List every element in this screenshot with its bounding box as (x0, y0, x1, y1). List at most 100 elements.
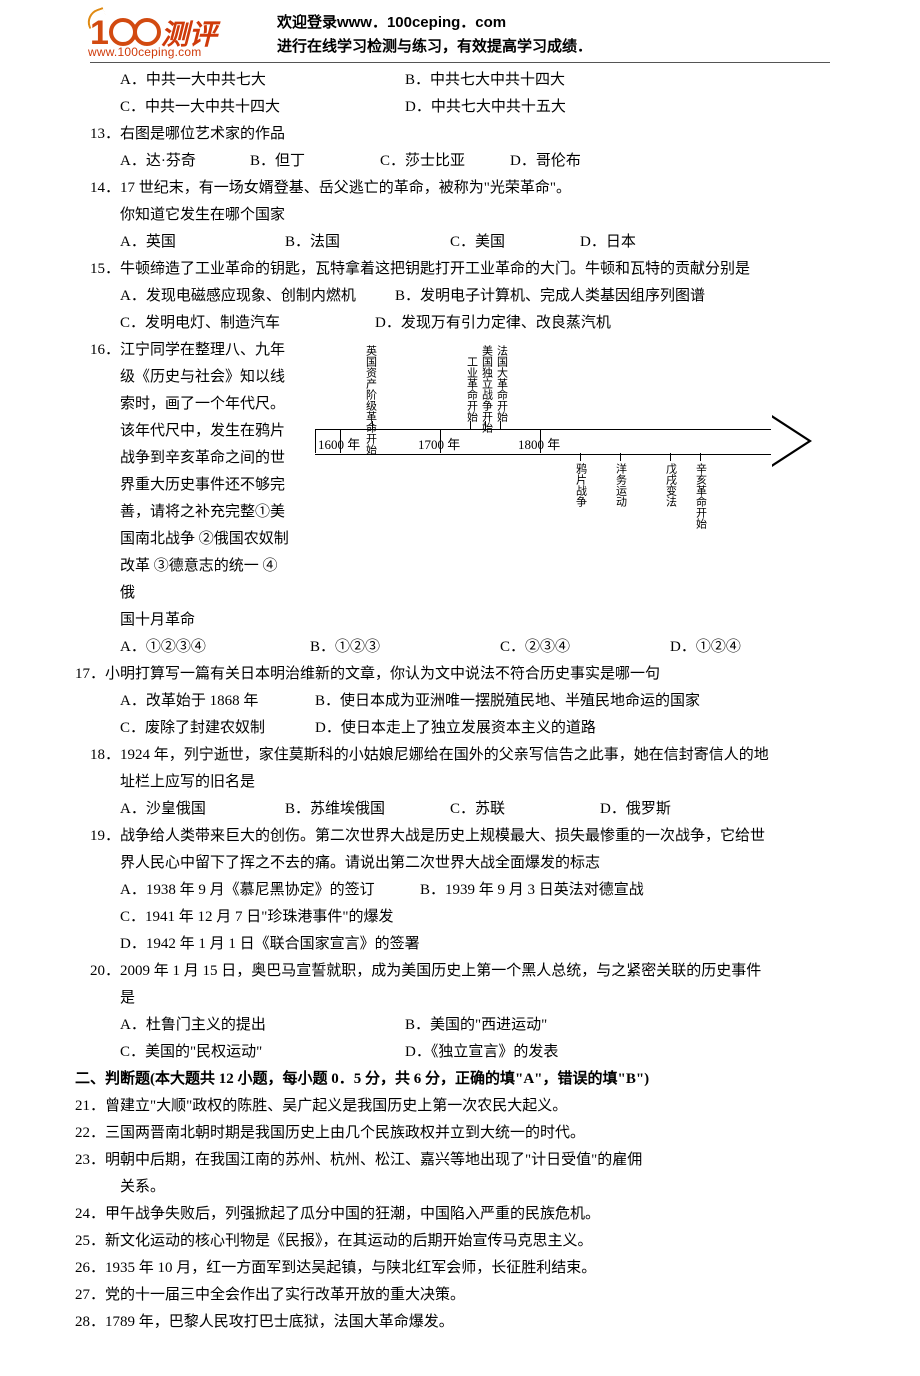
tl-tick-bot1 (580, 453, 581, 461)
brand-logo: 1 测评 www.100ceping.com (90, 10, 217, 60)
header-line1: 欢迎登录www．100ceping．com (277, 11, 592, 35)
q13-d: D．哥伦布 (510, 148, 581, 175)
q20-opts-r1: A．杜鲁门主义的提出 B．美国的"西进运动" (90, 1012, 830, 1039)
q19-d: D．1942 年 1 月 1 日《联合国家宣言》的签署 (90, 931, 830, 958)
q16-l10: 国十月革命 (90, 607, 290, 634)
q16-l9: 改革 ③德意志的统一 ④俄 (90, 553, 290, 607)
timeline-arrow-head-icon (772, 415, 812, 467)
tl-y1: 1600 年 (318, 433, 360, 456)
q27: 27．党的十一届三中全会作出了实行改革开放的重大决策。 (75, 1282, 830, 1309)
q24: 24．甲午战争失败后，列强掀起了瓜分中国的狂潮，中国陷入严重的民族危机。 (75, 1201, 830, 1228)
q20-opts-r2: C．美国的"民权运动" D．《独立宣言》的发表 (90, 1039, 830, 1066)
q20-a: A．杜鲁门主义的提出 (120, 1012, 405, 1039)
q13-a: A．达·芬奇 (120, 148, 250, 175)
q20-d: D．《独立宣言》的发表 (405, 1039, 558, 1066)
q15-a: A．发现电磁感应现象、创制内燃机 (120, 283, 395, 310)
tl-bot2: 洋务运动 (614, 463, 626, 507)
q17-c: C．废除了封建农奴制 (120, 715, 315, 742)
logo-url: www.100ceping.com (88, 42, 201, 64)
q15-opts-r2: C．发明电灯、制造汽车 D．发现万有引力定律、改良蒸汽机 (90, 310, 830, 337)
tl-tick-bot3 (670, 453, 671, 461)
q14-l2: 你知道它发生在哪个国家 (90, 202, 830, 229)
q26: 26．1935 年 10 月，红一方面军到达吴起镇，与陕北红军会师，长征胜利结束… (75, 1255, 830, 1282)
tl-y2: 1700 年 (418, 433, 460, 456)
header-slogan: 欢迎登录www．100ceping．com 进行在线学习检测与练习，有效提高学习… (277, 11, 592, 59)
q12-opt-d: D．中共七大中共十五大 (405, 94, 566, 121)
page-header: 1 测评 www.100ceping.com 欢迎登录www．100ceping… (90, 10, 830, 60)
q14-l1: 14．17 世纪末，有一场女婿登基、岳父逃亡的革命，被称为"光荣革命"。 (90, 175, 830, 202)
q13-c: C．莎士比亚 (380, 148, 510, 175)
q20-l2: 是 (90, 985, 830, 1012)
q18-l1: 18．1924 年，列宁逝世，家住莫斯科的小姑娘尼娜给在国外的父亲写信告之此事，… (90, 742, 830, 769)
q12-opt-a: A．中共一大中共七大 (120, 67, 405, 94)
q16-l2: 级《历史与社会》知以线 (90, 364, 290, 391)
q15-b: B．发明电子计算机、完成人类基因组序列图谱 (395, 283, 705, 310)
q12-opts-row1: A．中共一大中共七大 B．中共七大中共十四大 (90, 67, 830, 94)
q18-a: A．沙皇俄国 (120, 796, 285, 823)
q16-l8: 国南北战争 ②俄国农奴制 (90, 526, 290, 553)
q15-c: C．发明电灯、制造汽车 (120, 310, 375, 337)
header-line2: 进行在线学习检测与练习，有效提高学习成绩． (277, 35, 592, 59)
q25: 25．新文化运动的核心刊物是《民报》，在其运动的后期开始宣传马克思主义。 (75, 1228, 830, 1255)
q16-block: 16．江宁同学在整理八、九年 级《历史与社会》知以线 索时，画了一个年代尺。 该… (90, 337, 830, 634)
q19-l1: 19．战争给人类带来巨大的创伤。第二次世界大战是历史上规模最大、损失最惨重的一次… (90, 823, 830, 850)
q14-b: B．法国 (285, 229, 450, 256)
q14-d: D．日本 (580, 229, 636, 256)
q23a: 23．明朝中后期，在我国江南的苏州、杭州、松江、嘉兴等地出现了"计日受值"的雇佣 (75, 1147, 830, 1174)
tl-top2: 工业革命开始 (465, 356, 477, 422)
tl-tick-bot4 (700, 453, 701, 461)
q19-b: B．1939 年 9 月 3 日英法对德宣战 (420, 877, 644, 904)
q17-a: A．改革始于 1868 年 (120, 688, 315, 715)
q12-opts-row2: C．中共一大中共十四大 D．中共七大中共十五大 (90, 94, 830, 121)
q20-c: C．美国的"民权运动" (120, 1039, 405, 1066)
tl-top1: 英国资产阶级革命开始 (364, 345, 376, 455)
q19-l2: 界人民心中留下了挥之不去的痛。请说出第二次世界大战全面爆发的标志 (90, 850, 830, 877)
timeline-diagram: 英国资产阶级革命开始 工业革命开始 美国独立战争开始 法国大革命开始 1600 … (300, 341, 830, 531)
q13-b: B．但丁 (250, 148, 380, 175)
q16-l5: 战争到辛亥革命之间的世 (90, 445, 290, 472)
q16-a: A．①②③④ (120, 634, 310, 661)
tl-tick-top3 (485, 421, 486, 429)
q12-opt-b: B．中共七大中共十四大 (405, 67, 565, 94)
q18-c: C．苏联 (450, 796, 600, 823)
q16-opts: A．①②③④ B．①②③ C．②③④ D．①②④ (90, 634, 830, 661)
q14-a: A．英国 (120, 229, 285, 256)
tl-tick-top1 (372, 421, 373, 429)
q17-opts-r1: A．改革始于 1868 年 B．使日本成为亚洲唯一摆脱殖民地、半殖民地命运的国家 (90, 688, 830, 715)
q16-c: C．②③④ (500, 634, 670, 661)
q14-opts: A．英国 B．法国 C．美国 D．日本 (90, 229, 830, 256)
tl-top4: 法国大革命开始 (495, 345, 507, 422)
q18-d: D．俄罗斯 (600, 796, 671, 823)
q19-a: A．1938 年 9 月《慕尼黑协定》的签订 (120, 877, 420, 904)
tl-y3: 1800 年 (518, 433, 560, 456)
q20-b: B．美国的"西进运动" (405, 1012, 547, 1039)
section2-heading: 二、判断题(本大题共 12 小题，每小题 0．5 分，共 6 分，正确的填"A"… (75, 1066, 830, 1093)
q16-l6: 界重大历史事件还不够完 (90, 472, 290, 499)
q17-d: D．使日本走上了独立发展资本主义的道路 (315, 715, 596, 742)
q16-b: B．①②③ (310, 634, 500, 661)
tl-tick-bot2 (620, 453, 621, 461)
tl-bot1: 鸦片战争 (574, 463, 586, 507)
q21: 21．曾建立"大顺"政权的陈胜、吴广起义是我国历史上第一次农民大起义。 (75, 1093, 830, 1120)
q16-d: D．①②④ (670, 634, 741, 661)
q12-opt-c: C．中共一大中共十四大 (120, 94, 405, 121)
tl-bot3: 戊戌变法 (664, 463, 676, 507)
q16-text: 16．江宁同学在整理八、九年 级《历史与社会》知以线 索时，画了一个年代尺。 该… (90, 337, 290, 634)
q16-l1: 16．江宁同学在整理八、九年 (90, 337, 290, 364)
q13-opts: A．达·芬奇 B．但丁 C．莎士比亚 D．哥伦布 (90, 148, 830, 175)
q19-c: C．1941 年 12 月 7 日"珍珠港事件"的爆发 (90, 904, 830, 931)
tl-tick-top4 (500, 421, 501, 429)
q18-l2: 址栏上应写的旧名是 (90, 769, 830, 796)
q15-stem: 15．牛顿缔造了工业革命的钥匙，瓦特拿着这把钥匙打开工业革命的大门。牛顿和瓦特的… (90, 256, 830, 283)
q15-d: D．发现万有引力定律、改良蒸汽机 (375, 310, 611, 337)
page-root: 1 测评 www.100ceping.com 欢迎登录www．100ceping… (0, 0, 920, 1376)
q20-l1: 20．2009 年 1 月 15 日，奥巴马宣誓就职，成为美国历史上第一个黑人总… (90, 958, 830, 985)
tl-tick-top2 (470, 421, 471, 429)
tl-start-cap (315, 429, 316, 453)
q17-b: B．使日本成为亚洲唯一摆脱殖民地、半殖民地命运的国家 (315, 688, 700, 715)
q16-l7: 善，请将之补充完整①美 (90, 499, 290, 526)
tl-top3: 美国独立战争开始 (480, 345, 492, 433)
q18-opts: A．沙皇俄国 B．苏维埃俄国 C．苏联 D．俄罗斯 (90, 796, 830, 823)
tl-bot4: 辛亥革命开始 (694, 463, 706, 529)
q16-l3: 索时，画了一个年代尺。 (90, 391, 290, 418)
